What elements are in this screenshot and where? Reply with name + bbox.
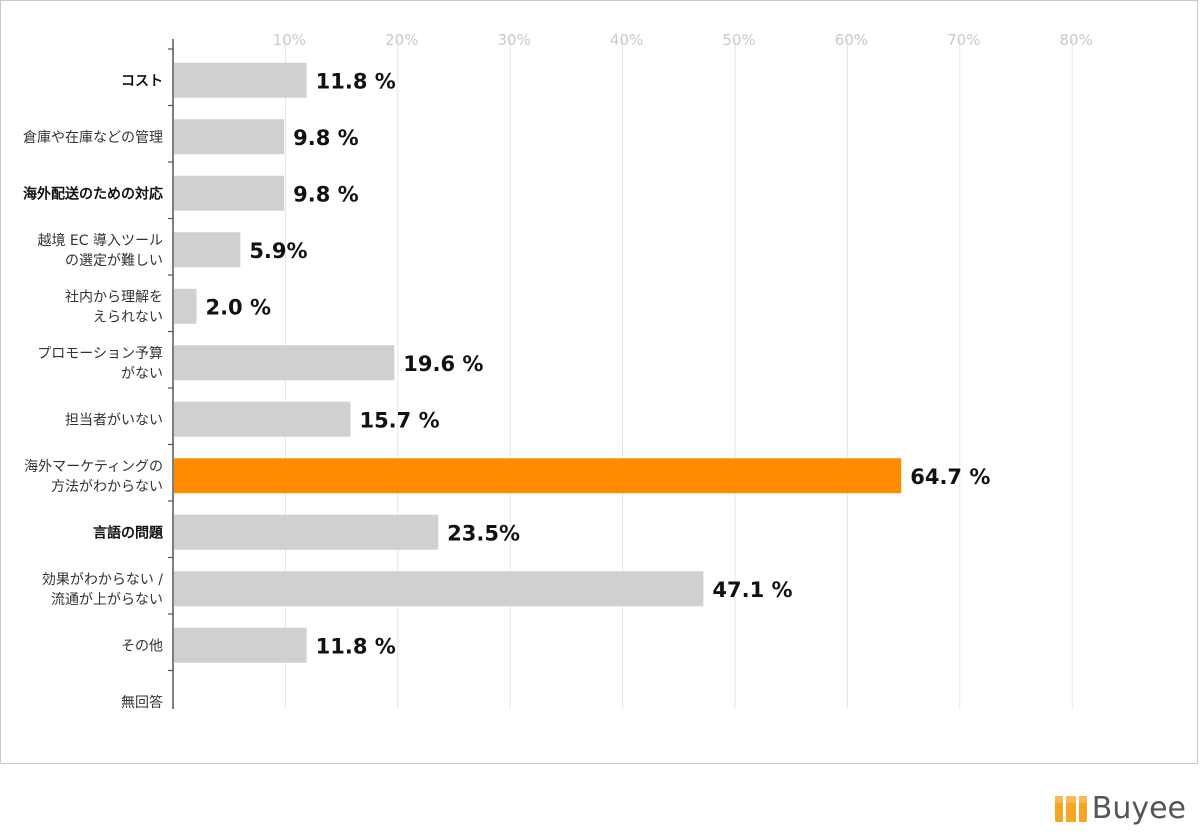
- bar-chart: 10% 20% 30% 40% 50% 60% 70% 80% コスト倉庫や在庫などの管理海外…: [23, 31, 1093, 711]
- category-label: 効果がわからない /: [42, 572, 163, 588]
- category-label: 方法がわからない: [51, 479, 163, 495]
- category-label: の選定が難しい: [65, 253, 163, 269]
- x-tick-label: 50%: [722, 31, 755, 49]
- category-label: 社内から理解を: [65, 289, 163, 305]
- x-axis-ticks: 10% 20% 30% 40% 50% 60% 70% 80%: [273, 31, 1093, 49]
- x-tick-label: 10%: [273, 31, 306, 49]
- x-tick-label: 40%: [610, 31, 643, 49]
- bar: [174, 571, 704, 607]
- y-axis: [168, 39, 174, 709]
- bar-value-label: 23.5%: [447, 521, 520, 545]
- brand-name: Buyee: [1091, 790, 1186, 826]
- category-label: 言語の問題: [93, 524, 164, 541]
- bar-value-label: 64.7 %: [910, 465, 990, 489]
- brand-logo: Buyee: [1054, 790, 1186, 826]
- bar-value-label: 5.9%: [249, 239, 307, 263]
- category-label: がない: [121, 366, 163, 382]
- bar: [174, 288, 197, 324]
- bar: [174, 119, 285, 155]
- category-label: コスト: [121, 73, 163, 89]
- bar-value-label: 19.6 %: [403, 352, 483, 376]
- bar: [174, 345, 395, 381]
- bar-value-label: 15.7 %: [359, 408, 439, 432]
- bar: [174, 458, 902, 494]
- bar: [174, 401, 351, 437]
- bars: [174, 62, 902, 663]
- category-label: 越境 EC 導入ツール: [37, 233, 163, 249]
- bar-value-label: 47.1 %: [712, 578, 792, 602]
- x-tick-label: 70%: [947, 31, 980, 49]
- category-label: その他: [121, 638, 163, 654]
- bar: [174, 627, 307, 663]
- bar-value-label: 9.8 %: [293, 126, 359, 150]
- bar-value-label: 11.8 %: [316, 69, 396, 93]
- chart-frame: 10% 20% 30% 40% 50% 60% 70% 80% コスト倉庫や在庫などの管理 海外…: [0, 0, 1198, 764]
- bar: [174, 514, 439, 550]
- category-label: 海外マーケティングの: [24, 459, 163, 475]
- x-tick-label: 60%: [835, 31, 868, 49]
- box-logo-icon: [1054, 796, 1087, 822]
- bar: [174, 62, 307, 98]
- bar: [174, 175, 285, 211]
- bar: [174, 232, 241, 268]
- category-label: 海外配送のための対応: [23, 185, 163, 202]
- x-tick-label: 30%: [498, 31, 531, 49]
- category-label: 担当者がいない: [65, 412, 163, 428]
- value-labels: 11.8 % 9.8 % 9.8 % 5.9% 2.0 % 19.6 % 15.7 % 64.…: [205, 69, 990, 658]
- bar-value-label: 9.8 %: [293, 182, 359, 206]
- category-label: プロモーション予算: [37, 346, 163, 362]
- bar-value-label: 2.0 %: [205, 295, 271, 319]
- bar-value-label: 11.8 %: [316, 634, 396, 658]
- category-label: 倉庫や在庫などの管理: [23, 129, 163, 146]
- x-tick-label: 80%: [1060, 31, 1093, 49]
- category-label: えられない: [93, 309, 163, 325]
- category-label: 無回答: [121, 694, 163, 711]
- category-label: 流通が上がらない: [51, 592, 163, 608]
- x-tick-label: 20%: [385, 31, 418, 49]
- grid-lines: [284, 39, 1073, 709]
